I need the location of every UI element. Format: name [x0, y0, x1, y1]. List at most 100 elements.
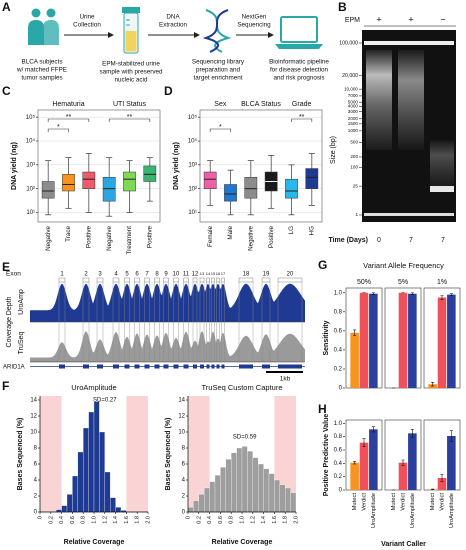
box: [203, 171, 217, 189]
step-text: Sequencing: [237, 22, 271, 29]
box: [305, 168, 319, 189]
y-tick-label: 4: [34, 478, 38, 484]
gene-label: ARID1A: [3, 365, 25, 371]
y-axis-label: Bases Sequenced (%): [165, 418, 172, 491]
gel-marker-band: [364, 41, 454, 45]
lane-label: +: [408, 14, 413, 24]
x-tick-label: 1.2: [250, 516, 256, 524]
histogram-bar: [279, 484, 286, 513]
ladder-label: 7000: [348, 93, 359, 98]
y-axis-label: Positive Predictive Value: [323, 414, 330, 497]
y-tick-label: 8: [182, 446, 186, 452]
exon-number: 13: [200, 271, 205, 276]
exon-number: 1: [60, 272, 64, 278]
error-bar: [353, 329, 357, 336]
step-text: tumor samples: [21, 75, 62, 82]
x-tick-label: 0.6: [70, 516, 76, 524]
box: [285, 178, 298, 199]
y-tick-label: 10²: [188, 186, 197, 192]
gel-smear: [398, 50, 424, 150]
x-tick-label: 1.6: [124, 516, 130, 524]
exon-number: 3: [98, 272, 102, 278]
gel-header: EPM: [345, 17, 360, 24]
y-tick-label: 2: [34, 494, 38, 500]
dna-strand: [205, 9, 232, 53]
gel-smear: [366, 50, 392, 150]
histogram-bar: [258, 463, 264, 513]
histogram-bar: [290, 492, 297, 513]
y-tick-label: 4: [182, 478, 186, 484]
error-bar: [410, 429, 414, 438]
plot-frame: [37, 109, 161, 223]
laptop-screen: [280, 16, 318, 43]
error-bar: [449, 430, 453, 442]
x-tick-label: UroAmplitude: [410, 493, 416, 528]
ladder-label: 20,000: [342, 73, 358, 79]
exon-number: 9: [164, 272, 168, 278]
step-text: Collection: [73, 22, 101, 29]
step-text: EPM-stabilized urine: [102, 61, 160, 68]
ladder-label: 100: [350, 165, 358, 170]
bar: [447, 294, 456, 388]
group-label: Sex: [214, 101, 227, 108]
x-tick-label: LG: [288, 226, 295, 235]
histogram-bar: [93, 401, 100, 513]
box: [102, 177, 116, 202]
exon-number: 18: [243, 272, 250, 278]
error-bar: [371, 292, 375, 295]
step-text: w/ matched FFPE: [16, 67, 67, 74]
exon-box: [206, 277, 210, 283]
significance-bracket: [108, 118, 151, 122]
exon-box: [199, 277, 205, 283]
exon-box: [183, 277, 189, 283]
box: [82, 171, 96, 189]
exon-number: 11: [183, 272, 190, 278]
histogram-bar: [209, 481, 216, 513]
x-tick-label: 0.8: [81, 516, 87, 524]
x-tick-label: 1.4: [261, 516, 267, 524]
exon-box: [82, 277, 90, 283]
plot-frame: [199, 109, 323, 223]
x-tick-label: 2.0: [145, 516, 151, 524]
histogram-bar: [268, 473, 275, 513]
exon-number: 2: [84, 272, 88, 278]
y-tick-label: 10⁴: [26, 138, 36, 145]
x-tick-label: Negative: [248, 226, 255, 251]
ladder-label: 1000: [348, 128, 359, 133]
group-label: Grade: [292, 101, 312, 108]
bar: [437, 297, 447, 388]
ladder-label: 10,000: [344, 86, 358, 91]
y-tick-label: 8: [34, 446, 38, 452]
significance-bracket: [209, 128, 231, 132]
y-tick-label: 1.0: [334, 290, 343, 296]
histogram-bar: [104, 471, 111, 513]
exon-number: 17: [221, 271, 226, 276]
step-text: Bioinformatic pipeline: [269, 59, 329, 66]
histogram-bar: [187, 507, 194, 513]
laptop-base: [275, 44, 323, 49]
box: [224, 184, 237, 202]
gel-smear: [430, 140, 454, 190]
x-tick-label: 1.8: [283, 516, 289, 524]
y-tick-label: 2: [182, 494, 186, 500]
bar: [398, 292, 408, 388]
group-label: UTI Status: [113, 101, 147, 108]
histogram-bar: [263, 468, 270, 513]
error-bar: [401, 459, 405, 466]
group-label: BLCA Status: [241, 101, 281, 108]
panel-label: E: [2, 260, 10, 274]
step-text: DNA: [166, 14, 180, 21]
x-tick-label: 0.4: [207, 516, 213, 524]
y-tick-label: 14: [178, 398, 185, 404]
exon-number: 5: [125, 272, 129, 278]
x-tick-label: 1.8: [135, 516, 141, 524]
step-text: Extraction: [159, 22, 187, 29]
y-tick-label: 6: [34, 462, 38, 468]
significance-label: **: [299, 114, 305, 121]
x-tick-label: 1.4: [113, 516, 119, 524]
arrow-head: [268, 32, 274, 38]
histogram-bar: [204, 487, 210, 513]
y-tick-label: 12: [30, 414, 37, 420]
step-text: Urine: [79, 14, 95, 21]
